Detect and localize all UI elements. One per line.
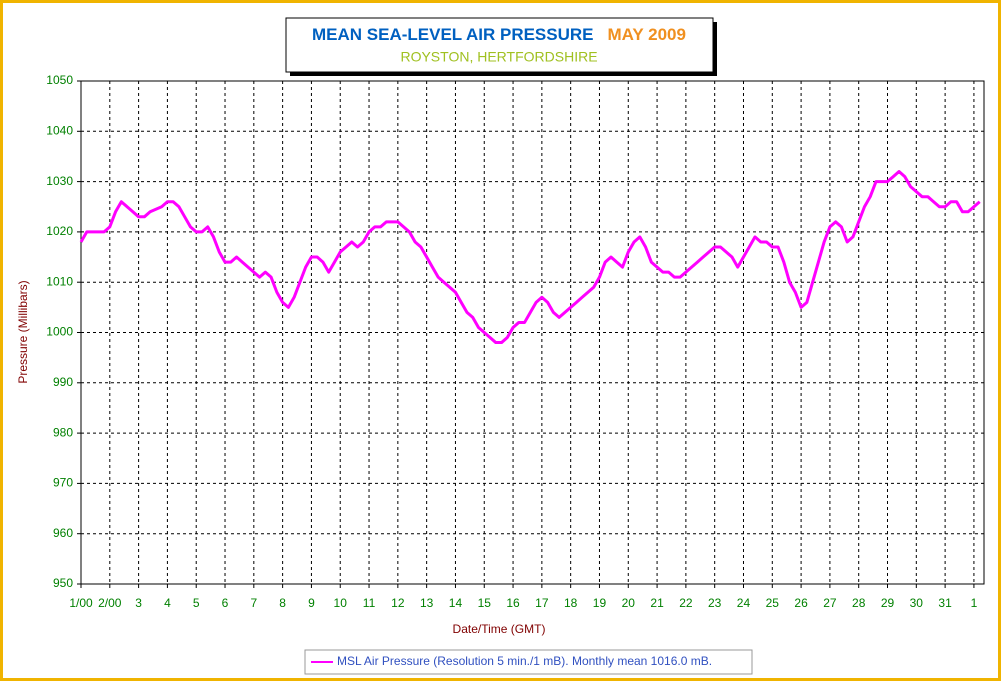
x-tick-label: 12 bbox=[391, 596, 405, 610]
y-tick-label: 1000 bbox=[46, 325, 73, 339]
y-tick-label: 1050 bbox=[46, 73, 73, 87]
x-tick-label: 24 bbox=[737, 596, 751, 610]
legend-label: MSL Air Pressure (Resolution 5 min./1 mB… bbox=[337, 654, 712, 668]
x-tick-label: 1/00 bbox=[69, 596, 93, 610]
y-tick-label: 1010 bbox=[46, 274, 73, 288]
x-tick-label: 22 bbox=[679, 596, 693, 610]
y-tick-label: 960 bbox=[53, 526, 73, 540]
y-tick-label: 980 bbox=[53, 425, 73, 439]
x-tick-label: 30 bbox=[910, 596, 924, 610]
x-tick-label: 8 bbox=[279, 596, 286, 610]
x-tick-label: 16 bbox=[506, 596, 520, 610]
chart-subtitle: ROYSTON, HERTFORDSHIRE bbox=[400, 49, 597, 65]
y-tick-label: 1030 bbox=[46, 174, 73, 188]
y-tick-label: 950 bbox=[53, 576, 73, 590]
x-tick-label: 4 bbox=[164, 596, 171, 610]
x-tick-label: 5 bbox=[193, 596, 200, 610]
x-tick-label: 18 bbox=[564, 596, 578, 610]
x-tick-label: 14 bbox=[449, 596, 463, 610]
x-tick-label: 11 bbox=[363, 596, 376, 610]
x-tick-label: 25 bbox=[766, 596, 780, 610]
x-tick-label: 7 bbox=[250, 596, 257, 610]
chart-title: MEAN SEA-LEVEL AIR PRESSURE MAY 2009 bbox=[312, 25, 686, 44]
x-tick-label: 23 bbox=[708, 596, 722, 610]
x-tick-label: 1 bbox=[971, 596, 978, 610]
x-tick-label: 3 bbox=[135, 596, 142, 610]
x-axis-label: Date/Time (GMT) bbox=[453, 622, 546, 636]
x-tick-label: 29 bbox=[881, 596, 895, 610]
x-tick-label: 2/00 bbox=[98, 596, 122, 610]
y-tick-label: 990 bbox=[53, 375, 73, 389]
x-tick-label: 28 bbox=[852, 596, 866, 610]
x-tick-label: 31 bbox=[938, 596, 952, 610]
x-tick-label: 6 bbox=[222, 596, 229, 610]
x-tick-label: 9 bbox=[308, 596, 315, 610]
legend-box bbox=[304, 649, 753, 675]
line-series bbox=[79, 170, 981, 345]
title-main: MEAN SEA-LEVEL AIR PRESSURE bbox=[312, 25, 594, 44]
x-tick-label: 26 bbox=[794, 596, 808, 610]
x-tick-label: 17 bbox=[535, 596, 549, 610]
x-tick-label: 13 bbox=[420, 596, 434, 610]
x-tick-label: 10 bbox=[334, 596, 348, 610]
x-tick-label: 15 bbox=[478, 596, 492, 610]
y-tick-label: 970 bbox=[53, 476, 73, 490]
title-box bbox=[285, 17, 714, 73]
y-axis-label: Pressure (Millibars) bbox=[16, 280, 30, 383]
y-tick-label: 1020 bbox=[46, 224, 73, 238]
x-tick-label: 21 bbox=[650, 596, 664, 610]
x-tick-label: 20 bbox=[622, 596, 636, 610]
x-tick-label: 19 bbox=[593, 596, 607, 610]
y-tick-label: 1040 bbox=[46, 123, 73, 137]
title-period: MAY 2009 bbox=[608, 25, 686, 44]
x-tick-label: 27 bbox=[823, 596, 837, 610]
